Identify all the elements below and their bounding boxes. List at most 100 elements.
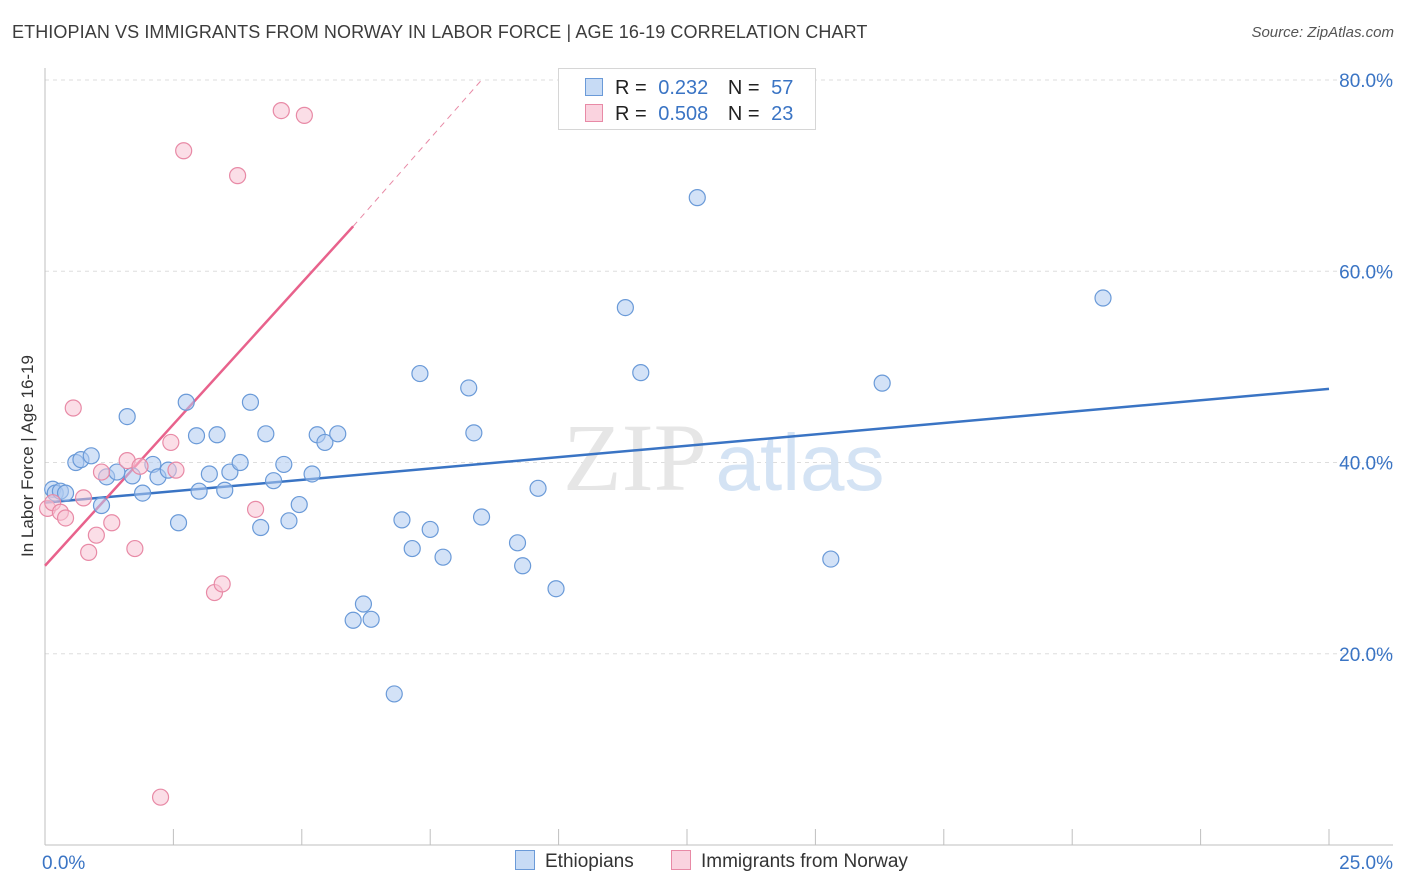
- point-ethiopians[interactable]: [465, 424, 483, 442]
- point-immigrants-from-norway[interactable]: [246, 500, 265, 518]
- point-immigrants-from-norway[interactable]: [229, 167, 247, 185]
- point-immigrants-from-norway[interactable]: [151, 788, 170, 806]
- watermark: ZIP atlas: [563, 404, 884, 511]
- y-axis-label: In Labor Force | Age 16-19: [18, 355, 37, 557]
- point-immigrants-from-norway[interactable]: [131, 457, 149, 475]
- point-ethiopians[interactable]: [873, 374, 891, 392]
- legend-r-label: R =: [615, 77, 647, 99]
- point-ethiopians[interactable]: [208, 426, 226, 444]
- point-immigrants-from-norway[interactable]: [80, 543, 98, 561]
- legend-n-value: 57: [771, 77, 794, 99]
- legend-label-ethiopians: Ethiopians: [545, 851, 634, 872]
- point-ethiopians[interactable]: [514, 557, 532, 575]
- x-tick-label-min: 0.0%: [42, 853, 85, 874]
- legend-label-norway: Immigrants from Norway: [701, 851, 908, 872]
- point-ethiopians[interactable]: [290, 495, 308, 514]
- point-ethiopians[interactable]: [133, 484, 152, 502]
- legend-item-ethiopians[interactable]: Ethiopians: [515, 850, 634, 873]
- legend-swatch-blue: [515, 850, 535, 870]
- point-ethiopians[interactable]: [385, 685, 403, 703]
- axes: [44, 68, 1393, 846]
- source-label: Source: ZipAtlas.com: [1251, 24, 1394, 41]
- point-ethiopians[interactable]: [393, 511, 411, 529]
- series-legend: Ethiopians Immigrants from Norway: [0, 850, 1406, 880]
- point-ethiopians[interactable]: [632, 364, 650, 382]
- point-ethiopians[interactable]: [177, 393, 195, 411]
- point-ethiopians[interactable]: [200, 465, 218, 483]
- trend-line-ethiopians: [44, 387, 1330, 504]
- point-ethiopians[interactable]: [257, 425, 275, 443]
- point-ethiopians[interactable]: [434, 548, 452, 566]
- point-ethiopians[interactable]: [187, 427, 206, 445]
- point-ethiopians[interactable]: [688, 189, 706, 207]
- point-ethiopians[interactable]: [56, 484, 75, 502]
- legend-r-value: 0.232: [658, 77, 709, 99]
- trend-line-immigrants-from-norway: [44, 225, 355, 567]
- point-ethiopians[interactable]: [344, 611, 362, 629]
- legend-swatch-pink: [585, 104, 603, 122]
- watermark-zip: ZIP: [563, 404, 707, 511]
- point-immigrants-from-norway[interactable]: [56, 509, 75, 527]
- point-ethiopians[interactable]: [118, 408, 136, 426]
- point-ethiopians[interactable]: [822, 550, 840, 568]
- point-ethiopians[interactable]: [329, 425, 347, 443]
- point-ethiopians[interactable]: [303, 465, 321, 483]
- point-ethiopians[interactable]: [231, 453, 249, 472]
- point-ethiopians[interactable]: [216, 481, 234, 499]
- point-ethiopians[interactable]: [354, 595, 373, 613]
- point-ethiopians[interactable]: [472, 508, 491, 526]
- y-tick-label: 40.0%: [1339, 454, 1393, 475]
- point-immigrants-from-norway[interactable]: [87, 526, 105, 544]
- point-ethiopians[interactable]: [1094, 289, 1112, 307]
- point-immigrants-from-norway[interactable]: [213, 575, 231, 593]
- point-ethiopians[interactable]: [547, 580, 565, 598]
- point-ethiopians[interactable]: [82, 447, 100, 465]
- point-ethiopians[interactable]: [508, 534, 527, 552]
- point-ethiopians[interactable]: [316, 433, 334, 452]
- trend-extension-immigrants-from-norway: [352, 79, 482, 227]
- legend-r-label: R =: [615, 103, 647, 125]
- point-ethiopians[interactable]: [460, 379, 478, 397]
- point-immigrants-from-norway[interactable]: [162, 433, 180, 452]
- legend-row-ethiopians: R = 0.232 N = 57: [585, 77, 793, 101]
- legend-n-value: 23: [771, 103, 794, 125]
- point-ethiopians[interactable]: [169, 514, 188, 532]
- legend-n-label: N =: [727, 77, 760, 99]
- point-ethiopians[interactable]: [529, 479, 547, 497]
- x-tick-label-max: 25.0%: [1339, 853, 1393, 874]
- point-ethiopians[interactable]: [190, 482, 208, 500]
- point-immigrants-from-norway[interactable]: [295, 106, 313, 124]
- legend-n-label: N =: [727, 103, 760, 125]
- y-tick-label: 20.0%: [1339, 645, 1393, 666]
- point-immigrants-from-norway[interactable]: [74, 489, 93, 507]
- stats-legend: R = 0.232 N = 57 R = 0.508 N = 23: [558, 68, 816, 130]
- point-ethiopians[interactable]: [92, 496, 111, 515]
- point-ethiopians[interactable]: [616, 298, 634, 317]
- data-points: [38, 101, 1112, 806]
- point-immigrants-from-norway[interactable]: [272, 101, 290, 120]
- legend-swatch-pink: [671, 850, 691, 870]
- point-ethiopians[interactable]: [362, 610, 380, 628]
- gridlines: [45, 79, 1393, 655]
- point-immigrants-from-norway[interactable]: [175, 142, 193, 160]
- point-ethiopians[interactable]: [403, 539, 421, 558]
- point-ethiopians[interactable]: [275, 455, 293, 474]
- y-tick-label: 60.0%: [1339, 262, 1393, 283]
- legend-swatch-blue: [585, 78, 603, 96]
- point-immigrants-from-norway[interactable]: [64, 399, 82, 417]
- point-ethiopians[interactable]: [421, 520, 439, 539]
- point-immigrants-from-norway[interactable]: [103, 514, 121, 532]
- point-immigrants-from-norway[interactable]: [167, 461, 185, 479]
- point-ethiopians[interactable]: [264, 472, 283, 490]
- point-ethiopians[interactable]: [280, 512, 298, 530]
- legend-row-norway: R = 0.508 N = 23: [585, 103, 793, 127]
- point-ethiopians[interactable]: [252, 518, 270, 537]
- y-tick-label: 80.0%: [1339, 71, 1393, 92]
- watermark-atlas: atlas: [716, 418, 885, 507]
- point-immigrants-from-norway[interactable]: [126, 539, 144, 558]
- point-ethiopians[interactable]: [241, 393, 260, 411]
- point-ethiopians[interactable]: [411, 364, 429, 383]
- point-immigrants-from-norway[interactable]: [92, 463, 111, 481]
- legend-item-norway[interactable]: Immigrants from Norway: [671, 850, 908, 873]
